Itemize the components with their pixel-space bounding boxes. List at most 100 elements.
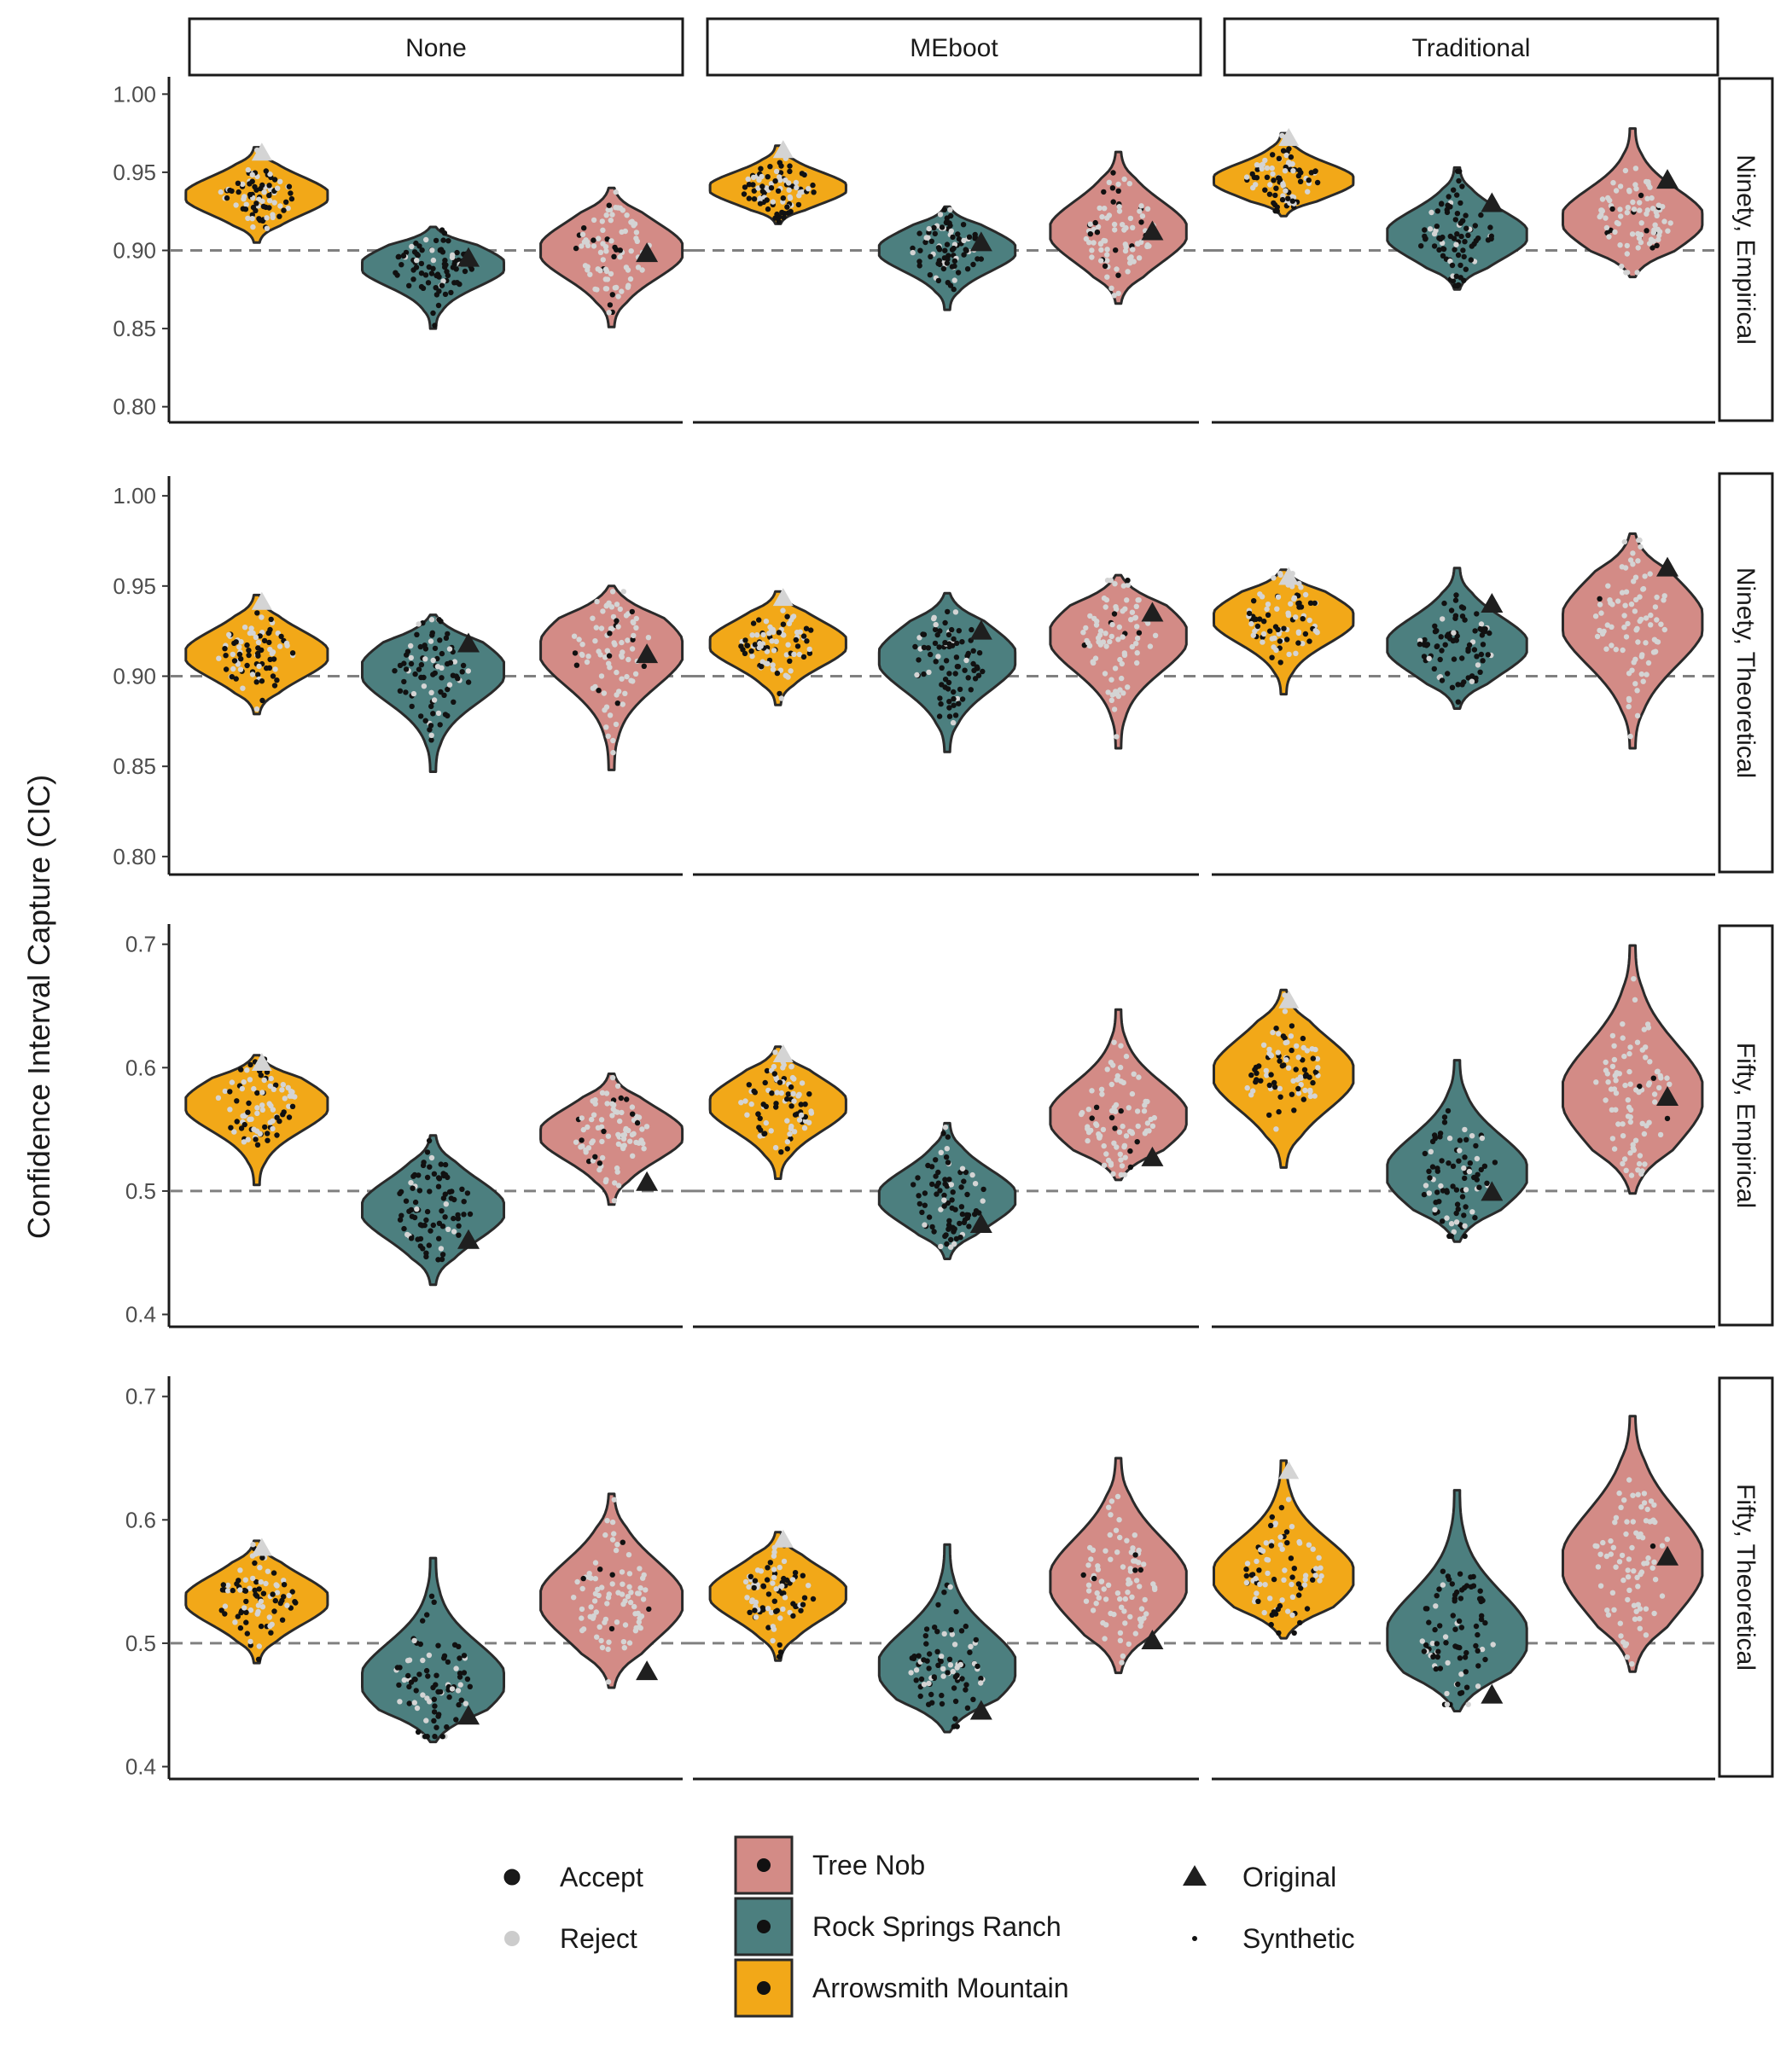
reject-point (1474, 1155, 1481, 1162)
accept-point (1243, 1567, 1249, 1572)
reject-point (593, 625, 599, 631)
accept-point (1310, 1079, 1316, 1086)
accept-point (1452, 1592, 1458, 1598)
reject-point (1465, 1701, 1471, 1707)
reject-point (599, 1154, 606, 1161)
accept-point (259, 697, 265, 704)
accept-point (741, 191, 748, 197)
accept-point (1091, 1575, 1097, 1582)
accept-point (257, 218, 263, 224)
reject-point (771, 1567, 777, 1572)
reject-point (1426, 1190, 1433, 1196)
strip-label: MEboot (910, 34, 998, 62)
reject-point (241, 1605, 247, 1611)
reject-point (1107, 1532, 1114, 1538)
accept-point (916, 259, 922, 264)
reject-point (259, 614, 265, 620)
accept-point (944, 1241, 950, 1247)
reject-point (1111, 293, 1117, 299)
reject-point (408, 1180, 414, 1186)
reject-point (449, 1686, 456, 1692)
accept-point (1487, 630, 1492, 637)
y-tick-label: 0.4 (125, 1754, 156, 1780)
reject-point (783, 672, 788, 678)
accept-point (963, 1682, 969, 1688)
accept-point (1477, 669, 1483, 675)
accept-point (808, 627, 814, 633)
reject-point (445, 1226, 451, 1233)
accept-point (253, 1593, 260, 1599)
accept-point (787, 658, 793, 664)
strip-row-label: Ninety, Empirical (1731, 154, 1760, 345)
reject-point (1117, 1151, 1124, 1158)
accept-point (1475, 1648, 1481, 1654)
reject-point (1289, 1581, 1295, 1588)
reject-point (1312, 1093, 1318, 1099)
reject-point (801, 1125, 808, 1131)
accept-point (934, 1191, 940, 1197)
accept-point (970, 261, 976, 268)
reject-point (584, 659, 591, 666)
reject-point (1469, 1133, 1475, 1139)
accept-point (1478, 1166, 1485, 1173)
reject-point (637, 1625, 643, 1631)
accept-point (1270, 152, 1276, 158)
legend-label: Arrowsmith Mountain (812, 1973, 1069, 2003)
accept-point (961, 1178, 967, 1184)
reject-point (1115, 693, 1122, 700)
accept-point (1448, 607, 1455, 613)
reject-point (579, 231, 586, 237)
reject-point (1635, 230, 1641, 237)
reject-point (1131, 1558, 1137, 1564)
reject-point (619, 1591, 625, 1597)
accept-point (1089, 1115, 1095, 1121)
reject-point (1648, 1498, 1655, 1504)
reject-point (1631, 976, 1637, 982)
reject-point (1281, 1577, 1287, 1584)
reject-point (1125, 1590, 1131, 1596)
accept-point (431, 1718, 437, 1724)
accept-point (1454, 231, 1460, 237)
reject-point (1085, 1107, 1092, 1113)
reject-point (1632, 1137, 1639, 1143)
accept-point (457, 1655, 463, 1661)
reject-point (1128, 617, 1134, 623)
reject-point (1243, 174, 1250, 180)
reject-point (770, 1624, 776, 1630)
accept-point (1278, 1504, 1285, 1511)
reject-point (937, 212, 944, 218)
reject-point (1144, 1120, 1151, 1126)
accept-point (1436, 235, 1442, 241)
reject-point (602, 1616, 609, 1623)
accept-point (410, 276, 416, 282)
reject-point (573, 1139, 579, 1145)
reject-point (933, 621, 939, 628)
accept-point (459, 1186, 465, 1193)
reject-point (1644, 195, 1650, 201)
accept-point (418, 674, 424, 681)
accept-point (238, 656, 244, 662)
reject-point (416, 621, 422, 627)
reject-point (1267, 1596, 1273, 1601)
reject-point (1272, 1520, 1279, 1526)
accept-point (795, 201, 802, 208)
reject-point (1637, 1625, 1644, 1631)
reject-point (578, 1144, 584, 1150)
reject-point (1635, 639, 1641, 645)
reject-point (1253, 1576, 1259, 1582)
accept-point (1266, 191, 1273, 197)
accept-point (941, 1590, 947, 1596)
original-marker (1481, 1181, 1504, 1201)
reject-point (420, 1657, 426, 1664)
accept-point (1462, 1175, 1468, 1182)
accept-point (916, 1193, 922, 1199)
reject-point (614, 1619, 620, 1625)
accept-point (392, 668, 398, 674)
reject-point (1444, 1701, 1451, 1707)
reject-point (284, 1602, 290, 1608)
reject-point (1133, 1578, 1140, 1584)
accept-point (1487, 224, 1493, 230)
reject-point (595, 1586, 601, 1593)
accept-point (1429, 1138, 1436, 1145)
